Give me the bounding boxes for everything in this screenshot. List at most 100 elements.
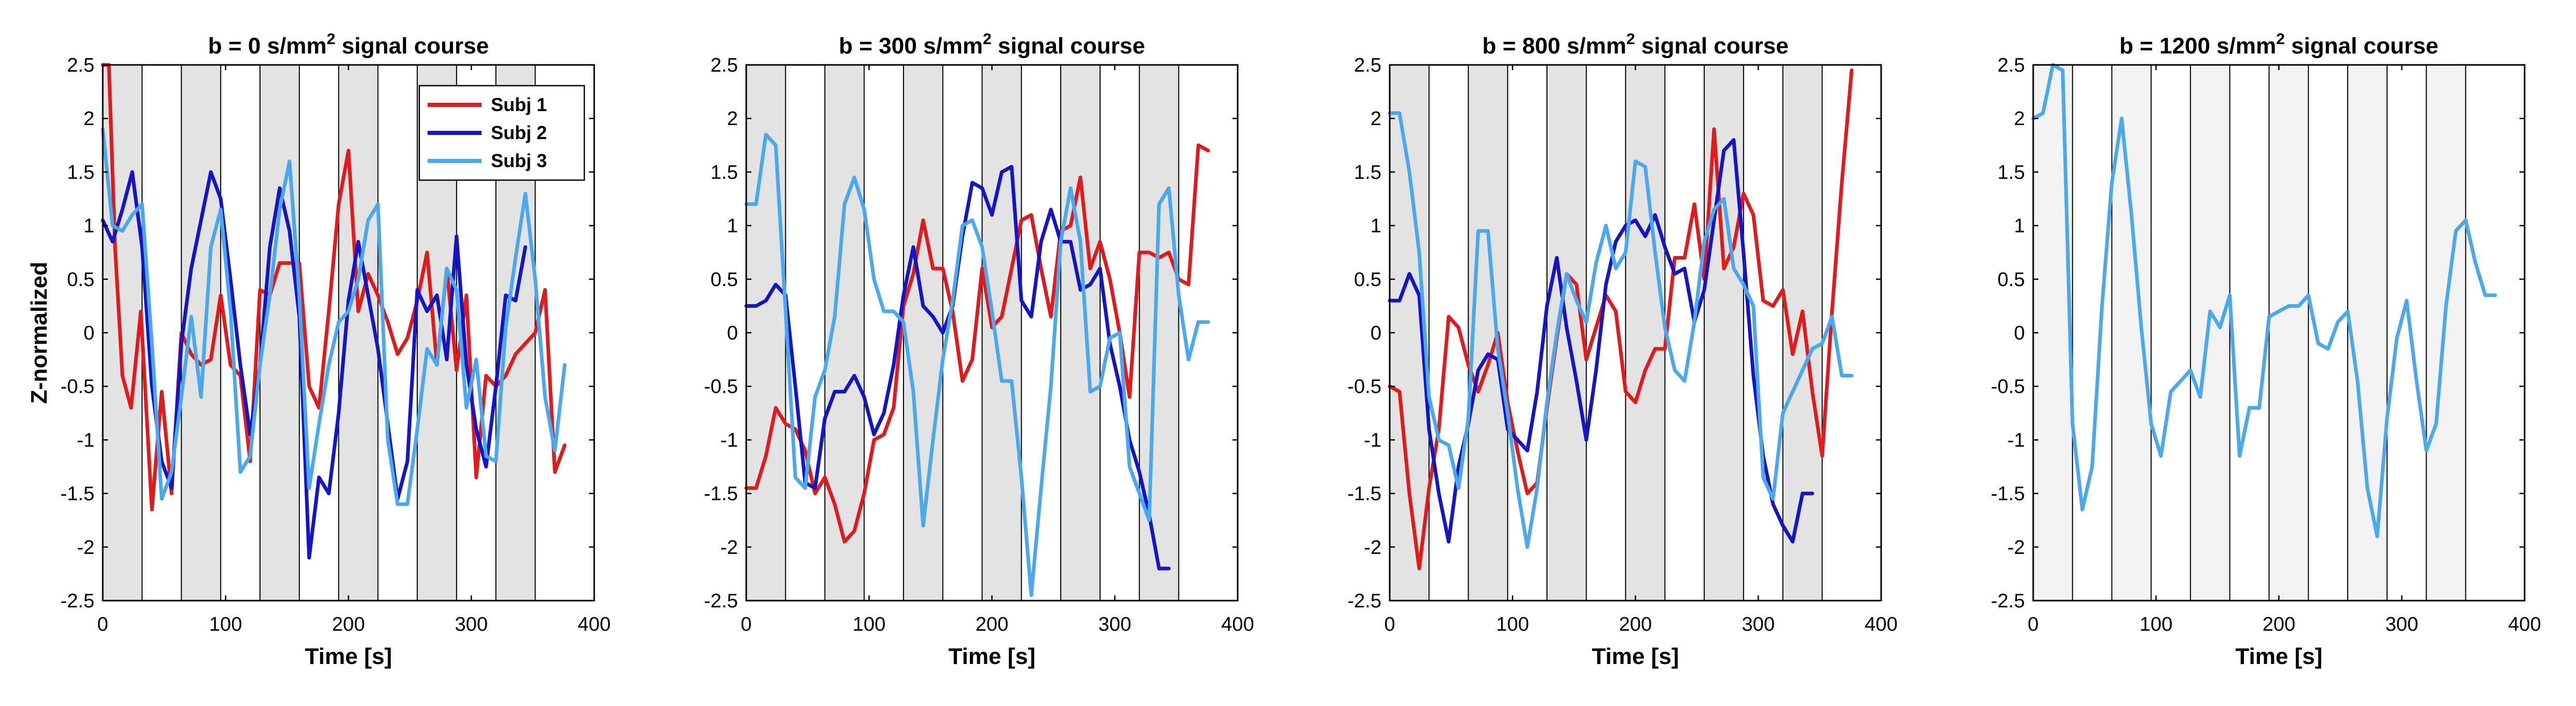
y-tick-label: 1.5 (67, 161, 94, 183)
stimulus-block (982, 65, 1022, 601)
stimulus-block (1139, 65, 1179, 601)
panel-2: -2.5 -2 -1.5 -1 -0.5 0 0.5 1 1.5 2 2.5 0 100 200 300 40… (704, 31, 1254, 669)
x-tick-label: 0 (741, 614, 751, 635)
x-tick-label: 300 (1099, 614, 1131, 635)
x-tick-label: 100 (1496, 614, 1529, 635)
y-tick-label: 0.5 (710, 269, 738, 291)
y-tick-label: 2.5 (67, 55, 94, 76)
x-tick-label: 200 (332, 614, 365, 635)
y-tick-label: -2.5 (61, 590, 94, 612)
panel-title: b = 1200 s/mm2 signal course (2119, 31, 2438, 59)
x-tick-label: 300 (2386, 614, 2418, 635)
stimulus-block (103, 65, 142, 601)
x-tick-label: 0 (2027, 614, 2038, 635)
x-tick-label: 400 (578, 614, 610, 635)
x-axis-label: Time [s] (305, 644, 392, 669)
y-tick-label: -1.5 (1991, 483, 2025, 505)
x-axis-label: Time [s] (1592, 644, 1679, 669)
x-tick-label: 100 (209, 614, 242, 635)
x-axis-label: Time [s] (949, 644, 1036, 669)
x-axis-label: Time [s] (2236, 644, 2323, 669)
x-tick-label: 400 (1221, 614, 1254, 635)
stimulus-block (1625, 65, 1665, 601)
x-tick-label: 200 (976, 614, 1008, 635)
series-line-subj-1 (744, 143, 1210, 544)
stimulus-block (2348, 65, 2387, 601)
y-tick-label: 0.5 (67, 269, 94, 291)
panel-title: b = 0 s/mm2 signal course (208, 31, 489, 59)
y-tick-label: -1.5 (61, 483, 94, 505)
stimulus-block (2112, 65, 2152, 601)
x-tick-label: 100 (853, 614, 885, 635)
y-tick-label: 0.5 (1997, 269, 2025, 291)
y-tick-label: 0 (1371, 322, 1381, 344)
y-tick-label: -0.5 (704, 376, 738, 398)
y-tick-label: 2.5 (1354, 55, 1381, 76)
y-tick-label: 1 (84, 215, 94, 237)
y-tick-label: 0.5 (1354, 269, 1381, 291)
x-tick-label: 400 (1865, 614, 1897, 635)
y-tick-label: -1.5 (1348, 483, 1381, 505)
x-tick-label: 0 (97, 614, 108, 635)
y-tick-label: 2 (84, 108, 94, 130)
y-tick-label: 0 (727, 322, 738, 344)
series-line-subj-1 (101, 63, 567, 512)
y-tick-label: -0.5 (61, 376, 94, 398)
stimulus-block (2190, 65, 2230, 601)
y-tick-label: 2 (2014, 108, 2025, 130)
y-tick-label: -1 (2007, 429, 2025, 451)
stimulus-block (2033, 65, 2073, 601)
legend-label: Subj 2 (491, 122, 547, 143)
x-tick-label: 300 (1742, 614, 1775, 635)
y-tick-label: 0 (2014, 322, 2025, 344)
stimulus-block (1704, 65, 1744, 601)
y-tick-label: -2.5 (704, 590, 738, 612)
series-line-subj-1 (1388, 68, 1854, 571)
y-tick-label: -2.5 (1348, 590, 1381, 612)
legend-label: Subj 3 (491, 150, 547, 171)
y-tick-label: -2 (1364, 537, 1381, 559)
panel-title: b = 800 s/mm2 signal course (1482, 31, 1788, 59)
y-tick-label: -2.5 (1991, 590, 2025, 612)
y-tick-label: 1 (2014, 215, 2025, 237)
series-line-subj-3 (744, 132, 1210, 598)
y-tick-label: 1 (727, 215, 738, 237)
series-line-subj-2 (1388, 138, 1814, 544)
y-axis-label: Z-normalized (26, 262, 52, 404)
y-tick-label: 2.5 (1997, 55, 2025, 76)
stimulus-block (2426, 65, 2466, 601)
series-line-subj-3 (1388, 111, 1854, 549)
y-tick-label: 1.5 (1997, 161, 2025, 183)
y-tick-label: 2 (1371, 108, 1381, 130)
y-tick-label: -1.5 (704, 483, 738, 505)
y-tick-label: -1 (77, 429, 94, 451)
panel-1: -2.5 -2 -1.5 -1 -0.5 0 0.5 1 1.5 2 2.5 0 100 200 300 40… (26, 31, 611, 669)
legend-label: Subj 1 (491, 94, 547, 115)
y-tick-label: 0 (84, 322, 94, 344)
y-tick-label: -1 (1364, 429, 1381, 451)
panel-4: -2.5 -2 -1.5 -1 -0.5 0 0.5 1 1.5 2 2.5 0 100 200 300 40… (1991, 31, 2541, 669)
y-tick-label: -2 (720, 537, 738, 559)
series-line-subj-3 (101, 127, 567, 506)
x-tick-label: 200 (1619, 614, 1652, 635)
series-line-subj-3 (2031, 63, 2497, 538)
x-tick-label: 300 (455, 614, 488, 635)
y-tick-label: -2 (77, 537, 94, 559)
y-tick-label: -1 (720, 429, 738, 451)
stimulus-block (1061, 65, 1100, 601)
y-tick-label: 2 (727, 108, 738, 130)
legend: Subj 1 Subj 2 Subj 3 (418, 85, 585, 181)
stimulus-block (260, 65, 299, 601)
stimulus-block (1468, 65, 1508, 601)
y-tick-label: 1 (1371, 215, 1381, 237)
x-tick-label: 100 (2140, 614, 2172, 635)
y-tick-label: 1.5 (710, 161, 738, 183)
stimulus-block (746, 65, 786, 601)
x-tick-label: 200 (2263, 614, 2295, 635)
panel-3: -2.5 -2 -1.5 -1 -0.5 0 0.5 1 1.5 2 2.5 0 100 200 300 40… (1348, 31, 1898, 669)
x-tick-label: 0 (1384, 614, 1395, 635)
stimulus-block (2269, 65, 2309, 601)
y-tick-label: -2 (2007, 537, 2025, 559)
x-tick-label: 400 (2508, 614, 2541, 635)
